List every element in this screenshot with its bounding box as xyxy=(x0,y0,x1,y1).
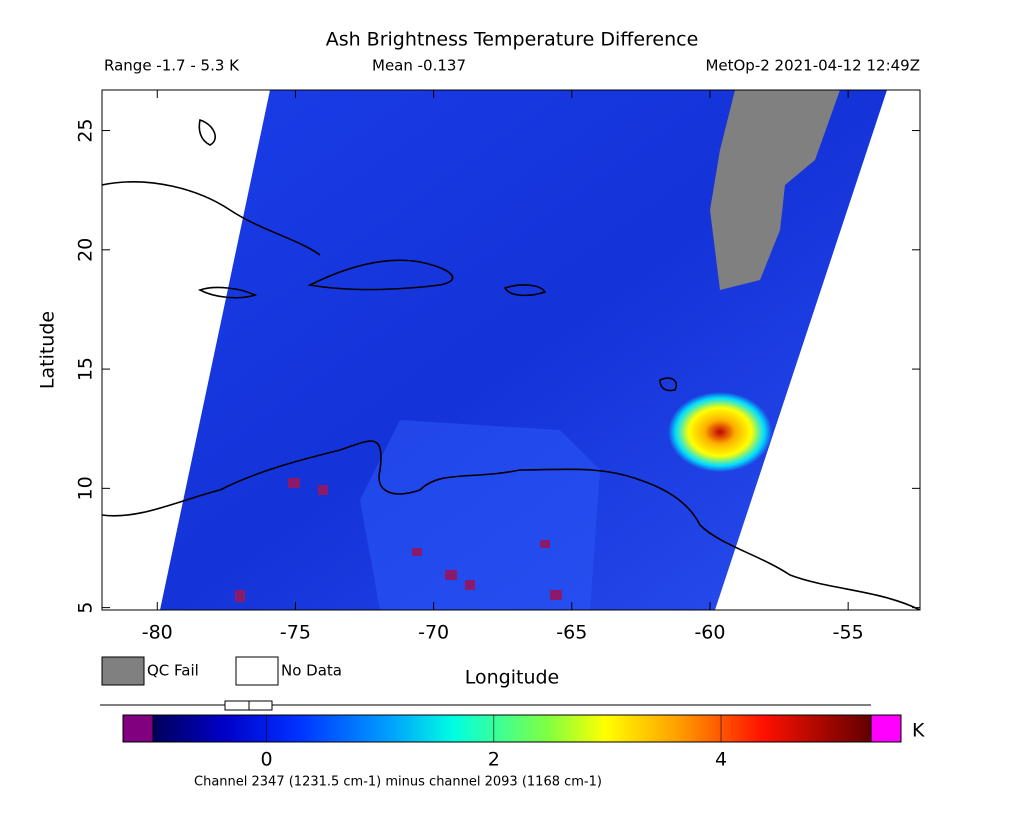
colorbar-tick-label: 4 xyxy=(715,749,727,771)
coastline xyxy=(307,259,454,291)
range-label: Range -1.7 - 5.3 K xyxy=(104,57,240,75)
colorbar-caption: Channel 2347 (1231.5 cm-1) minus channel… xyxy=(194,775,602,790)
mean-label: Mean -0.137 xyxy=(372,57,466,75)
coastline xyxy=(102,440,920,610)
noise-pixels xyxy=(235,478,562,602)
colorbar-under xyxy=(122,714,154,743)
x-tick-label: -60 xyxy=(694,622,725,644)
legend-label: No Data xyxy=(281,662,342,680)
y-tick-label: 25 xyxy=(75,118,97,142)
coastline xyxy=(198,118,216,146)
coastline xyxy=(659,377,678,392)
coastline xyxy=(503,284,547,297)
colorbar-tick-label: 2 xyxy=(488,749,500,771)
qc-fail-region xyxy=(710,90,840,290)
x-tick-label: -80 xyxy=(142,622,173,644)
colorbar-over xyxy=(870,714,902,743)
ash-signal xyxy=(668,392,772,472)
swath xyxy=(160,90,887,610)
y-tick-label: 5 xyxy=(75,602,97,614)
colorbar-unit: K xyxy=(912,720,925,742)
legend-swatch xyxy=(101,656,145,686)
swath-texture xyxy=(360,420,600,610)
satellite-label: MetOp-2 2021-04-12 12:49Z xyxy=(705,57,920,75)
x-tick-label: -55 xyxy=(833,622,864,644)
y-tick-label: 20 xyxy=(75,238,97,262)
legend-swatch xyxy=(235,656,279,686)
colorbar-tick-label: 0 xyxy=(261,749,273,771)
legend-label: QC Fail xyxy=(147,662,199,680)
plot-frame xyxy=(101,89,921,611)
y-axis-label: Latitude xyxy=(37,311,59,389)
x-tick-label: -65 xyxy=(556,622,587,644)
coastline xyxy=(102,181,321,256)
x-axis-label: Longitude xyxy=(465,667,560,689)
map-area xyxy=(102,90,920,610)
x-tick-label: -70 xyxy=(418,622,449,644)
coastline xyxy=(197,286,258,299)
y-tick-label: 10 xyxy=(75,476,97,500)
title: Ash Brightness Temperature Difference xyxy=(326,29,699,51)
colorbar xyxy=(152,714,872,743)
x-tick-label: -75 xyxy=(280,622,311,644)
y-tick-label: 15 xyxy=(75,357,97,381)
